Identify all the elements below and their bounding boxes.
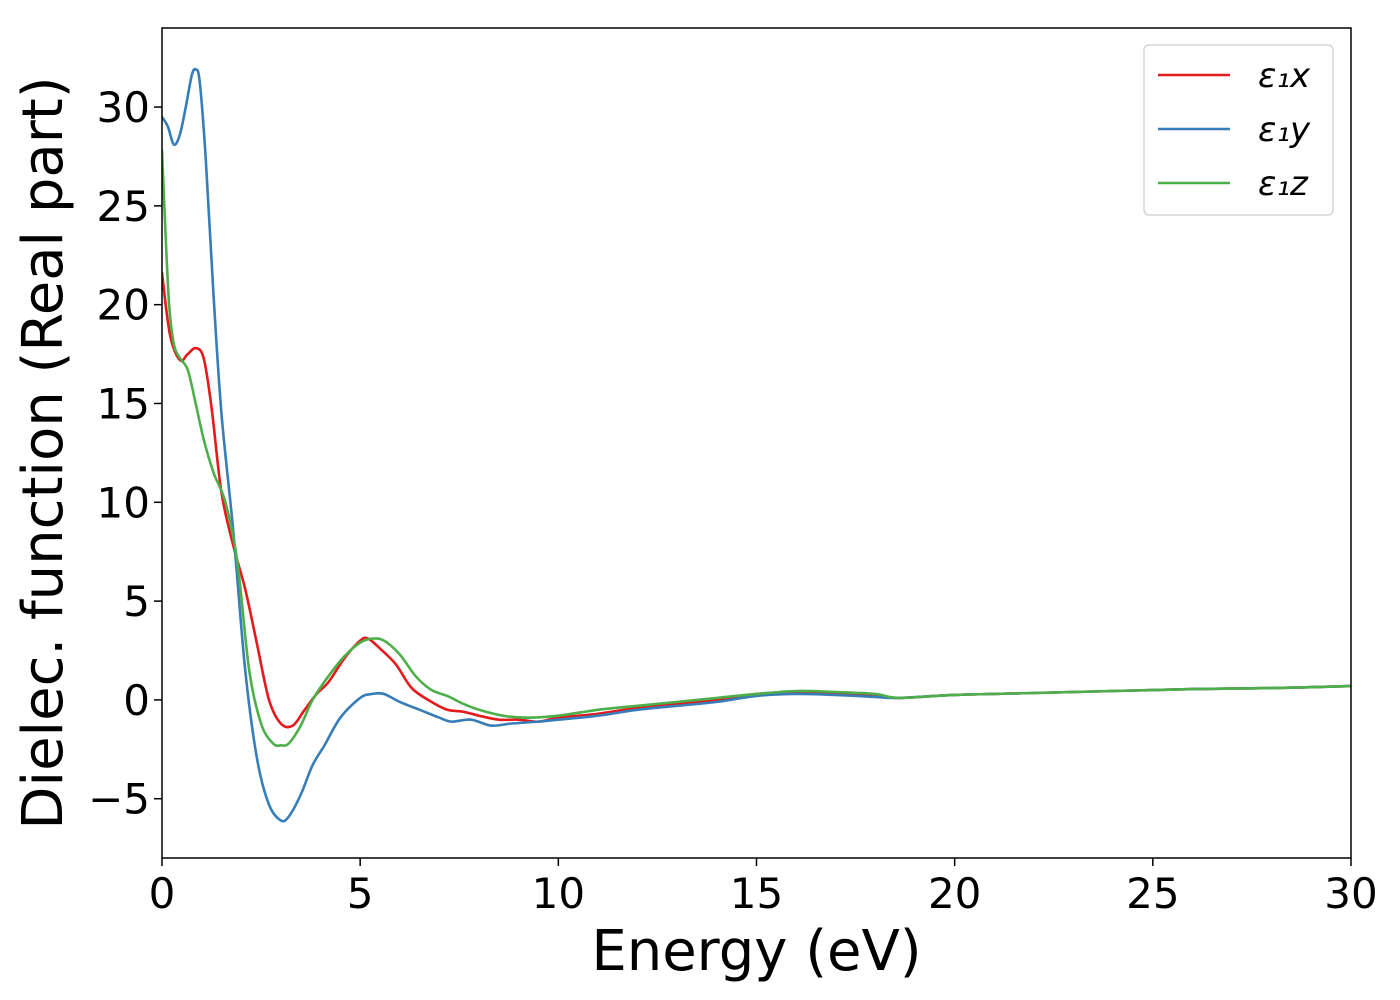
x-tick-label: 25: [1126, 869, 1179, 918]
x-tick-label: 15: [730, 869, 783, 918]
legend-box: [1143, 44, 1334, 216]
legend-label: ε₁z: [1258, 164, 1309, 204]
y-tick-label: 30: [97, 83, 150, 132]
x-tick-label: 20: [928, 869, 981, 918]
x-tick-label: 0: [149, 869, 176, 918]
x-axis-title: Energy (eV): [591, 919, 921, 984]
y-tick-label: 20: [97, 281, 150, 330]
y-tick-label: 25: [97, 182, 150, 231]
y-tick-label: 5: [123, 577, 150, 626]
x-axis: 0 5 10 15 20 25 30: [149, 858, 1378, 918]
series-layer: [162, 67, 1351, 823]
series-line-z: [162, 149, 1351, 748]
x-tick-label: 30: [1324, 869, 1377, 918]
y-tick-label: 0: [123, 676, 150, 725]
legend-label: ε₁y: [1258, 110, 1311, 150]
x-tick-label: 5: [347, 869, 374, 918]
y-tick-label: 10: [97, 478, 150, 527]
y-axis-title: Dielec. function (Real part): [11, 76, 76, 829]
x-tick-label: 10: [532, 869, 585, 918]
legend-label: ε₁x: [1258, 56, 1311, 96]
series-line-y: [162, 67, 1351, 823]
y-tick-label: 15: [97, 379, 150, 428]
y-axis: −5 0 5 10 15 20 25 30: [88, 83, 162, 824]
y-tick-label: −5: [88, 775, 150, 824]
legend: ε₁x ε₁y ε₁z: [1143, 44, 1334, 216]
